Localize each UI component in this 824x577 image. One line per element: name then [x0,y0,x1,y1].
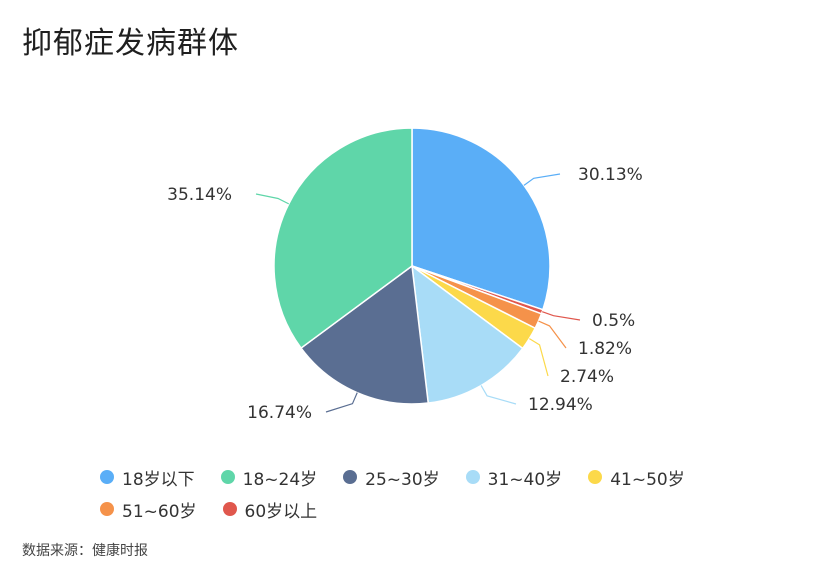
legend-dot [588,470,603,484]
legend-label: 51~60岁 [122,501,197,522]
data-label-18岁以下: 30.13% [578,165,643,185]
data-label-18~24岁: 35.14% [167,185,232,205]
legend-label: 18岁以下 [122,469,195,490]
legend-label: 25~30岁 [365,469,440,490]
leader-line-18岁以下 [523,173,561,186]
legend-item-18岁以下: 18岁以下 [100,466,195,490]
legend-item-31~40岁: 31~40岁 [465,466,563,490]
leader-line-60岁以上 [542,311,581,321]
leader-line-25~30岁 [325,392,358,413]
data-label-25~30岁: 16.74% [247,403,312,423]
legend-item-41~50岁: 41~50岁 [588,466,685,490]
data-label-31~40岁: 12.94% [528,395,593,415]
chart-legend: 18岁以下 18~24岁 25~30岁 31~40岁 41~50岁 51~60岁 60岁以上 [100,466,760,522]
data-label-60岁以上: 0.5% [592,311,635,331]
pie-slice-25~30岁 [300,264,430,405]
legend-label: 60岁以上 [244,501,318,522]
legend-item-60岁以上: 60岁以上 [222,498,318,522]
chart-title: 抑郁症发病群体 [22,26,239,61]
legend-item-18~24岁: 18~24岁 [220,466,318,490]
legend-label: 31~40岁 [487,469,563,490]
legend-dot [222,502,237,516]
legend-dot [343,470,358,484]
leader-line-51~60岁 [538,320,567,349]
leader-line-18~24岁 [255,193,290,205]
legend-item-25~30岁: 25~30岁 [343,466,440,490]
data-source: 数据来源：健康时报 [22,543,148,559]
pie-chart: 30.13% 0.5% 1.82% 2.74% 12.94% 16.74% 35.14% [167,127,643,423]
legend-dot [465,470,480,484]
leader-line-41~50岁 [529,338,549,377]
data-label-41~50岁: 2.74% [560,367,614,387]
legend-dot [100,470,114,484]
legend-dot [100,502,114,516]
pie-slice-18岁以下 [411,127,551,311]
legend-dot [220,470,235,484]
legend-item-51~60岁: 51~60岁 [100,498,197,522]
data-label-51~60岁: 1.82% [578,339,632,359]
legend-label: 41~50岁 [610,469,685,490]
leader-line-31~40岁 [480,385,517,405]
legend-label: 18~24岁 [242,469,318,490]
